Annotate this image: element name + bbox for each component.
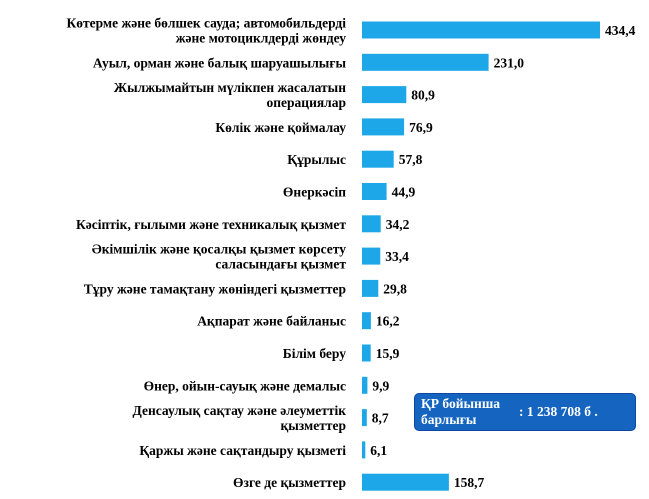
category-label-9: Ақпарат және байланыс [197,314,346,329]
category-label-13: Қаржы және сақтандыру қызметі [139,443,346,458]
bar-0 [362,21,600,39]
value-label-13: 6,1 [370,443,387,458]
value-label-7: 33,4 [385,249,409,264]
total-label-line1: ҚР бойынша [421,396,500,411]
total-value: : 1 238 708 б . [519,404,598,419]
category-label-0: Көтерме және бөлшек сауда; автомобильдер… [66,16,346,46]
value-label-10: 15,9 [376,346,400,361]
bar-5 [362,183,387,200]
value-label-0: 434,4 [605,23,636,38]
value-label-1: 231,0 [494,55,525,70]
bar-6 [362,215,381,233]
value-label-8: 29,8 [383,281,407,296]
category-label-6: Кәсіптік, ғылыми және техникалық қызмет [76,217,346,232]
category-label-3: Көлік және қоймалау [215,120,346,135]
bar-7 [362,247,381,265]
category-label-12: Денсаулық сақтау және әлеуметтік қызметте… [133,403,347,433]
category-label-11: Өнер, ойын-сауық және демалыс [144,378,346,393]
value-label-2: 80,9 [411,88,435,103]
category-label-2: Жылжымайтын мүлікпен жасалатын операцияла… [114,80,346,110]
category-label-7: Әкімшілік және қосалқы қызмет көрсету сал… [92,242,347,272]
category-label-14: Өзге де қызметтер [233,475,346,490]
bar-3 [362,118,405,136]
bar-12 [362,409,367,427]
bar-8 [362,279,379,297]
bar-2 [362,86,407,104]
value-label-6: 34,2 [386,217,410,232]
category-label-1: Ауыл, орман және балық шаруашылығы [93,55,347,70]
total-label-line2: барлығы [421,412,477,427]
category-label-4: Құрылыс [287,152,346,167]
value-label-5: 44,9 [392,185,416,200]
bar-10 [362,344,371,362]
total-label: ҚР бойынша барлығы [421,396,521,428]
category-label-5: Өнеркәсіп [283,185,346,200]
value-label-4: 57,8 [399,152,423,167]
bar-9 [362,312,371,330]
value-label-3: 76,9 [409,120,433,135]
total-box: ҚР бойынша барлығы : 1 238 708 б . [414,393,636,431]
bar-4 [362,150,394,168]
bar-13 [362,441,366,459]
value-label-14: 158,7 [454,475,485,490]
value-label-9: 16,2 [376,314,400,329]
bar-1 [362,53,489,71]
bar-11 [362,376,368,394]
value-label-11: 9,9 [372,378,389,393]
category-label-10: Білім беру [283,346,346,361]
value-label-12: 8,7 [372,411,389,426]
category-label-8: Тұру және тамақтану жөніндегі қызметтер [84,281,346,296]
bar-14 [362,473,449,491]
